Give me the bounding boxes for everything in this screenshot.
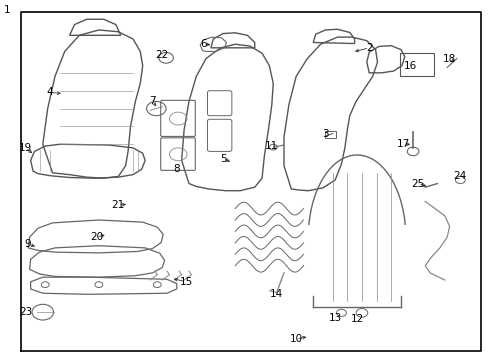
Text: 21: 21 [112, 200, 125, 210]
Text: 15: 15 [180, 277, 193, 287]
Text: 9: 9 [25, 239, 31, 249]
Text: 23: 23 [19, 307, 32, 317]
Text: 25: 25 [411, 179, 425, 189]
Text: 1: 1 [4, 5, 11, 15]
Text: 14: 14 [270, 289, 283, 299]
Text: 12: 12 [350, 314, 364, 324]
Text: 6: 6 [200, 39, 207, 49]
Text: 11: 11 [265, 141, 278, 151]
Text: 22: 22 [155, 50, 169, 60]
Text: 17: 17 [397, 139, 410, 149]
Text: 10: 10 [290, 334, 303, 344]
Text: 2: 2 [366, 43, 372, 53]
Text: 16: 16 [404, 61, 417, 71]
Text: 4: 4 [47, 87, 53, 98]
Text: 5: 5 [220, 154, 226, 163]
Text: 24: 24 [453, 171, 466, 181]
Text: 7: 7 [149, 96, 156, 107]
Text: 18: 18 [443, 54, 456, 64]
Text: 8: 8 [173, 164, 180, 174]
Text: 19: 19 [19, 143, 32, 153]
Text: 13: 13 [328, 312, 342, 323]
Text: 3: 3 [322, 129, 329, 139]
Text: 20: 20 [90, 232, 103, 242]
